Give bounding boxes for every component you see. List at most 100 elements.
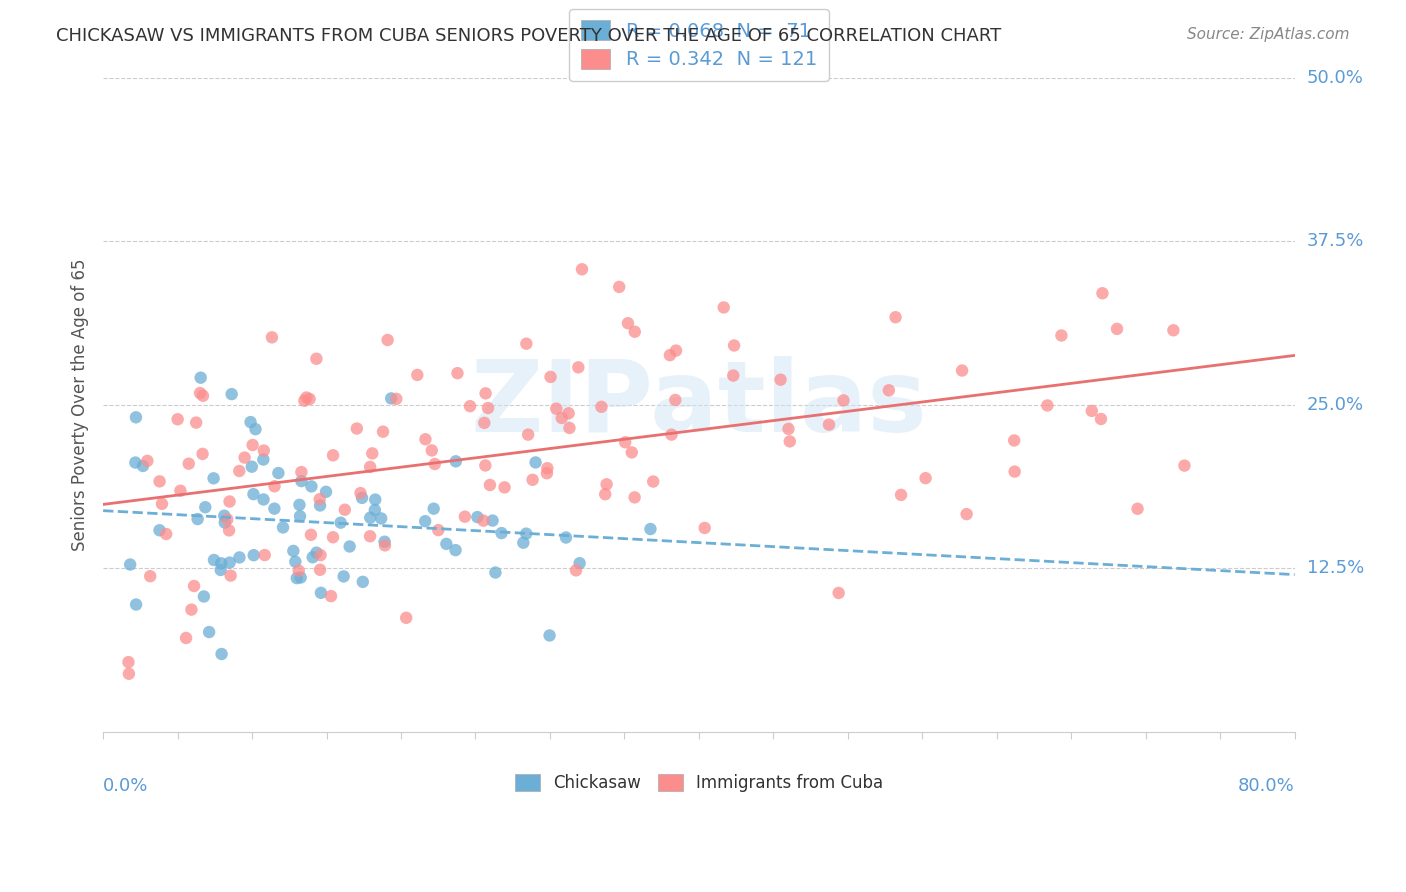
Point <box>827 586 849 600</box>
Point <box>125 410 148 425</box>
Point <box>346 421 368 435</box>
Point <box>322 530 344 544</box>
Point <box>1105 322 1128 336</box>
Point <box>295 391 318 405</box>
Point <box>183 579 205 593</box>
Point <box>148 523 170 537</box>
Point <box>955 507 977 521</box>
Point <box>1036 399 1059 413</box>
Point <box>198 625 221 640</box>
Point <box>524 455 547 469</box>
Point <box>884 310 907 325</box>
Point <box>228 550 250 565</box>
Point <box>371 425 394 439</box>
Point <box>1090 412 1112 426</box>
Point <box>148 475 170 489</box>
Point <box>218 524 240 538</box>
Point <box>779 434 801 449</box>
Point <box>290 465 312 479</box>
Point <box>370 511 392 525</box>
Point <box>557 406 579 420</box>
Point <box>240 459 263 474</box>
Point <box>693 521 716 535</box>
Point <box>474 386 496 401</box>
Point <box>446 366 468 380</box>
Point <box>288 509 311 524</box>
Point <box>522 473 544 487</box>
Point <box>117 655 139 669</box>
Point <box>177 457 200 471</box>
Point <box>245 422 267 436</box>
Point <box>406 368 429 382</box>
Point <box>877 384 900 398</box>
Point <box>491 526 513 541</box>
Point <box>283 544 305 558</box>
Point <box>1173 458 1195 473</box>
Point <box>309 499 332 513</box>
Point <box>444 543 467 558</box>
Point <box>623 325 645 339</box>
Point <box>494 480 516 494</box>
Point <box>136 454 159 468</box>
Point <box>458 399 481 413</box>
Point <box>617 316 640 330</box>
Point <box>221 387 243 401</box>
Point <box>377 333 399 347</box>
Point <box>1004 465 1026 479</box>
Point <box>263 501 285 516</box>
Point <box>515 336 537 351</box>
Point <box>415 432 437 446</box>
Point <box>540 370 562 384</box>
Point <box>413 514 436 528</box>
Point <box>614 435 637 450</box>
Text: 37.5%: 37.5% <box>1306 232 1364 250</box>
Point <box>427 523 450 537</box>
Point <box>1081 404 1104 418</box>
Point <box>239 415 262 429</box>
Point <box>454 509 477 524</box>
Point <box>193 590 215 604</box>
Point <box>472 514 495 528</box>
Point <box>434 537 457 551</box>
Point <box>217 512 239 526</box>
Point <box>385 392 408 406</box>
Point <box>1050 328 1073 343</box>
Point <box>477 401 499 415</box>
Point <box>423 457 446 471</box>
Point <box>267 466 290 480</box>
Point <box>242 548 264 562</box>
Point <box>571 262 593 277</box>
Point <box>253 548 276 562</box>
Point <box>474 458 496 473</box>
Point <box>364 492 387 507</box>
Point <box>299 479 322 493</box>
Point <box>260 330 283 344</box>
Point <box>139 569 162 583</box>
Point <box>290 474 312 488</box>
Point <box>284 555 307 569</box>
Point <box>832 393 855 408</box>
Point <box>132 458 155 473</box>
Point <box>252 452 274 467</box>
Point <box>333 502 356 516</box>
Point <box>778 422 800 436</box>
Point <box>253 443 276 458</box>
Point <box>301 550 323 565</box>
Point <box>374 538 396 552</box>
Point <box>271 520 294 534</box>
Point <box>640 522 662 536</box>
Point <box>288 498 311 512</box>
Point <box>595 477 617 491</box>
Point <box>332 569 354 583</box>
Point <box>565 563 588 577</box>
Point <box>359 459 381 474</box>
Text: ZIPatlas: ZIPatlas <box>471 356 928 453</box>
Point <box>299 528 322 542</box>
Point <box>305 351 328 366</box>
Point <box>298 392 321 406</box>
Point <box>591 400 613 414</box>
Point <box>242 438 264 452</box>
Point <box>567 360 589 375</box>
Text: 25.0%: 25.0% <box>1306 395 1364 414</box>
Point <box>359 529 381 543</box>
